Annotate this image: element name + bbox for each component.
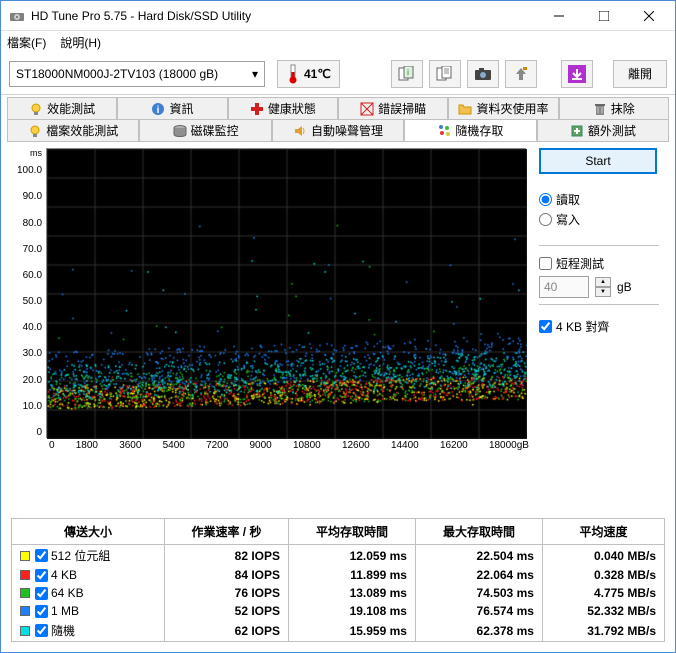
spin-up-icon[interactable]: ▲	[595, 277, 611, 287]
gb-input-group: ▲▼ gB	[539, 276, 659, 298]
main-window: HD Tune Pro 5.75 - Hard Disk/SSD Utility…	[0, 0, 676, 653]
maximize-button[interactable]	[581, 2, 626, 30]
scatter-chart	[46, 148, 526, 438]
row-checkbox[interactable]	[35, 587, 48, 600]
row-checkbox[interactable]	[35, 605, 48, 618]
screenshot-button[interactable]	[467, 60, 499, 88]
close-button[interactable]	[626, 2, 671, 30]
copy-text-button[interactable]	[429, 60, 461, 88]
chart-y-axis: ms100.090.080.070.060.050.040.030.020.01…	[17, 148, 46, 438]
svg-text:i: i	[407, 68, 409, 77]
tab-資料夾使用率[interactable]: 資料夾使用率	[448, 97, 558, 119]
align-4k-check[interactable]: 4 KB 對齊	[539, 318, 659, 335]
tab-額外測試[interactable]: 額外測試	[537, 119, 669, 141]
tabs-area: 效能測試i資訊健康狀態錯誤掃瞄資料夾使用率抹除 檔案效能測試磁碟監控自動噪聲管理…	[1, 95, 675, 141]
read-radio-input[interactable]	[539, 193, 552, 206]
col-header: 平均存取時間	[289, 519, 416, 545]
result-row: 1 MB52 IOPS19.108 ms76.574 ms52.332 MB/s	[12, 602, 664, 620]
tab-健康狀態[interactable]: 健康狀態	[228, 97, 338, 119]
thermometer-icon	[286, 64, 300, 84]
temp-value: 41℃	[304, 67, 331, 81]
menubar: 檔案(F) 說明(H)	[1, 31, 675, 53]
result-row: 64 KB76 IOPS13.089 ms74.503 ms4.775 MB/s	[12, 584, 664, 602]
tab-效能測試[interactable]: 效能測試	[7, 97, 117, 119]
tab-資訊[interactable]: i資訊	[117, 97, 227, 119]
col-header: 作業速率 / 秒	[164, 519, 288, 545]
menu-file[interactable]: 檔案(F)	[7, 34, 46, 51]
start-button[interactable]: Start	[539, 148, 657, 174]
titlebar: HD Tune Pro 5.75 - Hard Disk/SSD Utility	[1, 1, 675, 31]
exit-button[interactable]: 離開	[613, 60, 667, 88]
write-radio-input[interactable]	[539, 213, 552, 226]
results-table: 傳送大小作業速率 / 秒平均存取時間最大存取時間平均速度 512 位元組82 I…	[11, 518, 665, 642]
read-radio[interactable]: 讀取	[539, 191, 659, 208]
tab-錯誤掃瞄[interactable]: 錯誤掃瞄	[338, 97, 448, 119]
tab-row-1: 效能測試i資訊健康狀態錯誤掃瞄資料夾使用率抹除	[7, 97, 669, 119]
drive-label: ST18000NM000J-2TV103 (18000 gB)	[16, 67, 218, 81]
dropdown-icon: ▾	[252, 67, 258, 81]
col-header: 最大存取時間	[415, 519, 542, 545]
gb-unit-label: gB	[617, 280, 632, 294]
row-checkbox[interactable]	[35, 569, 48, 582]
tab-磁碟監控[interactable]: 磁碟監控	[139, 119, 271, 141]
mode-group: 讀取 寫入	[539, 184, 659, 235]
copy-info-button[interactable]: i	[391, 60, 423, 88]
window-title: HD Tune Pro 5.75 - Hard Disk/SSD Utility	[31, 9, 536, 23]
short-test-checkbox[interactable]	[539, 257, 552, 270]
col-header: 傳送大小	[12, 519, 164, 545]
gb-value-input[interactable]	[539, 276, 589, 298]
content-panel: ms100.090.080.070.060.050.040.030.020.01…	[7, 141, 669, 510]
save-button[interactable]	[561, 60, 593, 88]
chart-area: ms100.090.080.070.060.050.040.030.020.01…	[17, 148, 529, 504]
temperature-display: 41℃	[277, 60, 340, 88]
result-row: 512 位元組82 IOPS12.059 ms22.504 ms0.040 MB…	[12, 545, 664, 567]
short-test-group: 短程測試 ▲▼ gB	[539, 245, 659, 305]
chart-x-axis: 0180036005400720090001080012600144001620…	[49, 438, 529, 451]
tab-row-2: 檔案效能測試磁碟監控自動噪聲管理隨機存取額外測試	[7, 119, 669, 141]
settings-button[interactable]	[505, 60, 537, 88]
toolbar: ST18000NM000J-2TV103 (18000 gB) ▾ 41℃ i …	[1, 53, 675, 95]
result-row: 隨機62 IOPS15.959 ms62.378 ms31.792 MB/s	[12, 620, 664, 641]
results-header-row: 傳送大小作業速率 / 秒平均存取時間最大存取時間平均速度	[12, 519, 664, 545]
spin-down-icon[interactable]: ▼	[595, 287, 611, 297]
menu-help[interactable]: 說明(H)	[60, 34, 101, 51]
side-panel: Start 讀取 寫入 短程測試 ▲▼ gB 4 KB 對齊	[529, 148, 659, 504]
chart-canvas	[47, 149, 527, 439]
align-4k-checkbox[interactable]	[539, 320, 552, 333]
write-radio[interactable]: 寫入	[539, 211, 659, 228]
tab-隨機存取[interactable]: 隨機存取	[404, 119, 536, 141]
drive-selector[interactable]: ST18000NM000J-2TV103 (18000 gB) ▾	[9, 61, 265, 87]
short-test-check[interactable]: 短程測試	[539, 255, 659, 272]
row-checkbox[interactable]	[35, 549, 48, 562]
tab-抹除[interactable]: 抹除	[559, 97, 669, 119]
result-row: 4 KB84 IOPS11.899 ms22.064 ms0.328 MB/s	[12, 566, 664, 584]
tab-檔案效能測試[interactable]: 檔案效能測試	[7, 119, 139, 141]
results-body: 512 位元組82 IOPS12.059 ms22.504 ms0.040 MB…	[12, 545, 664, 642]
gb-spinner[interactable]: ▲▼	[595, 277, 611, 297]
minimize-button[interactable]	[536, 2, 581, 30]
app-icon	[9, 8, 25, 24]
col-header: 平均速度	[542, 519, 664, 545]
tab-自動噪聲管理[interactable]: 自動噪聲管理	[272, 119, 404, 141]
svg-text:i: i	[157, 105, 160, 116]
row-checkbox[interactable]	[35, 624, 48, 637]
